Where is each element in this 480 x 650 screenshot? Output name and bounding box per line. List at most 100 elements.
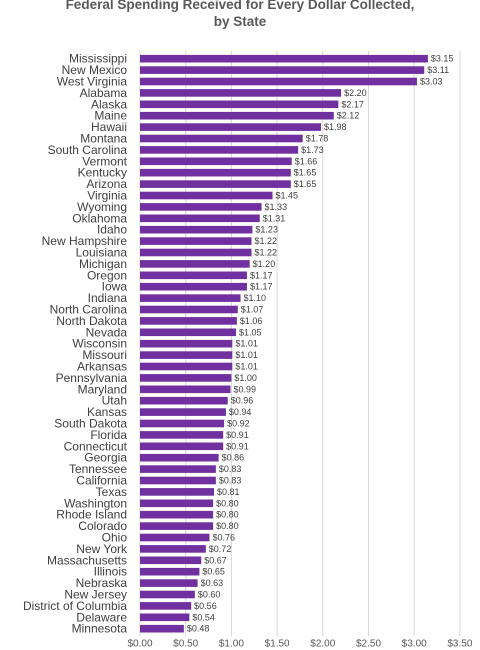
value-label: $1.78 (306, 134, 329, 144)
category-label: Idaho (97, 223, 127, 237)
category-label: South Carolina (48, 143, 128, 157)
bar (140, 465, 216, 473)
category-label: Mississippi (69, 52, 127, 66)
category-label: Maryland (78, 382, 127, 396)
value-label: $0.81 (217, 487, 240, 497)
category-label: Arizona (86, 177, 127, 191)
category-label: Oklahoma (72, 211, 127, 225)
value-label: $0.96 (231, 396, 254, 406)
category-label: South Dakota (54, 417, 127, 431)
category-label: Virginia (87, 189, 127, 203)
bar (140, 419, 225, 428)
bar (140, 351, 233, 359)
value-label: $0.48 (187, 624, 210, 634)
x-tick-label: $3.00 (402, 638, 427, 649)
category-label: Minnesota (72, 622, 128, 636)
value-label: $1.33 (265, 202, 288, 212)
bar (140, 624, 184, 633)
bar (140, 590, 195, 599)
category-label: Indiana (88, 291, 128, 305)
bar (140, 248, 252, 257)
value-label: $1.01 (235, 362, 258, 372)
bar (140, 77, 417, 86)
category-label: New Mexico (62, 63, 128, 77)
value-label: $1.17 (250, 270, 273, 280)
category-label: New York (76, 542, 128, 556)
value-label: $1.22 (255, 248, 278, 258)
value-label: $0.80 (216, 521, 239, 531)
category-label: California (76, 474, 127, 488)
bar (140, 134, 303, 143)
category-label: North Dakota (56, 314, 127, 328)
value-label: $1.45 (276, 191, 299, 201)
bars (140, 54, 428, 633)
bar (140, 237, 252, 245)
bar (140, 510, 214, 519)
x-tick-label: $2.00 (310, 638, 335, 649)
category-label: Hawaii (91, 120, 127, 134)
category-label: Oregon (87, 268, 127, 282)
value-label: $3.11 (427, 65, 449, 75)
value-label: $1.73 (301, 145, 324, 155)
category-label: Kansas (87, 405, 127, 419)
bar (140, 408, 226, 416)
value-label: $0.76 (212, 533, 235, 543)
value-label: $0.80 (216, 510, 239, 520)
category-label: Iowa (102, 280, 128, 294)
value-labels: $3.15$3.11 $3.03 $2.20$2.17 $2.12$1.98 $1.78… (187, 54, 454, 634)
bar (140, 602, 192, 610)
bar (140, 396, 228, 405)
category-label: Wyoming (77, 200, 127, 214)
value-label: $1.31 (263, 213, 286, 223)
category-label: North Carolina (50, 303, 128, 317)
bar (140, 339, 233, 348)
value-label: $0.80 (216, 498, 239, 508)
category-label: Delaware (76, 610, 127, 624)
value-label: $3.03 (420, 77, 443, 87)
value-label: $0.83 (219, 476, 242, 486)
bar (140, 476, 216, 485)
bar (140, 488, 215, 496)
category-label: District of Columbia (23, 599, 127, 613)
category-label: Illinois (94, 565, 127, 579)
bar (140, 203, 262, 211)
value-label: $1.07 (241, 305, 264, 315)
value-label: $0.72 (209, 544, 232, 554)
value-label: $0.91 (226, 441, 249, 451)
value-label: $1.17 (250, 282, 273, 292)
bar (140, 294, 241, 302)
category-label: Kentucky (78, 166, 127, 180)
category-label: Missouri (82, 348, 127, 362)
value-label: $1.06 (240, 316, 263, 326)
value-label: $0.91 (226, 430, 249, 440)
value-label: $2.17 (341, 99, 364, 109)
value-label: $0.83 (219, 464, 242, 474)
value-label: $0.67 (204, 555, 227, 565)
category-label: Nebraska (76, 576, 128, 590)
category-label: Texas (96, 485, 127, 499)
category-label: Utah (102, 394, 127, 408)
value-label: $0.63 (201, 578, 224, 588)
bar (140, 111, 334, 120)
category-label: Georgia (84, 451, 127, 465)
bar (140, 431, 224, 439)
x-tick-labels: $0.00 $0.50 $1.00 $1.50 $2.00 $2.50 $3.00 $3.50 (127, 638, 472, 649)
bar (140, 328, 236, 337)
bar (140, 282, 247, 291)
category-label: New Jersey (64, 588, 127, 602)
chart-title-line-2: by State (213, 14, 267, 29)
bar (140, 214, 260, 223)
category-label: Florida (90, 428, 127, 442)
category-label: New Hampshire (42, 234, 128, 248)
value-label: $0.65 (202, 567, 225, 577)
category-label: Tennessee (69, 462, 127, 476)
chart-title-line-1: Federal Spending Received for Every Doll… (65, 0, 415, 12)
value-label: $0.86 (222, 453, 245, 463)
bar (140, 225, 253, 234)
value-label: $1.01 (235, 350, 258, 360)
value-label: $1.20 (253, 259, 276, 269)
value-label: $1.10 (244, 293, 267, 303)
value-label: $0.56 (194, 601, 217, 611)
x-tick-label: $2.50 (356, 638, 381, 649)
